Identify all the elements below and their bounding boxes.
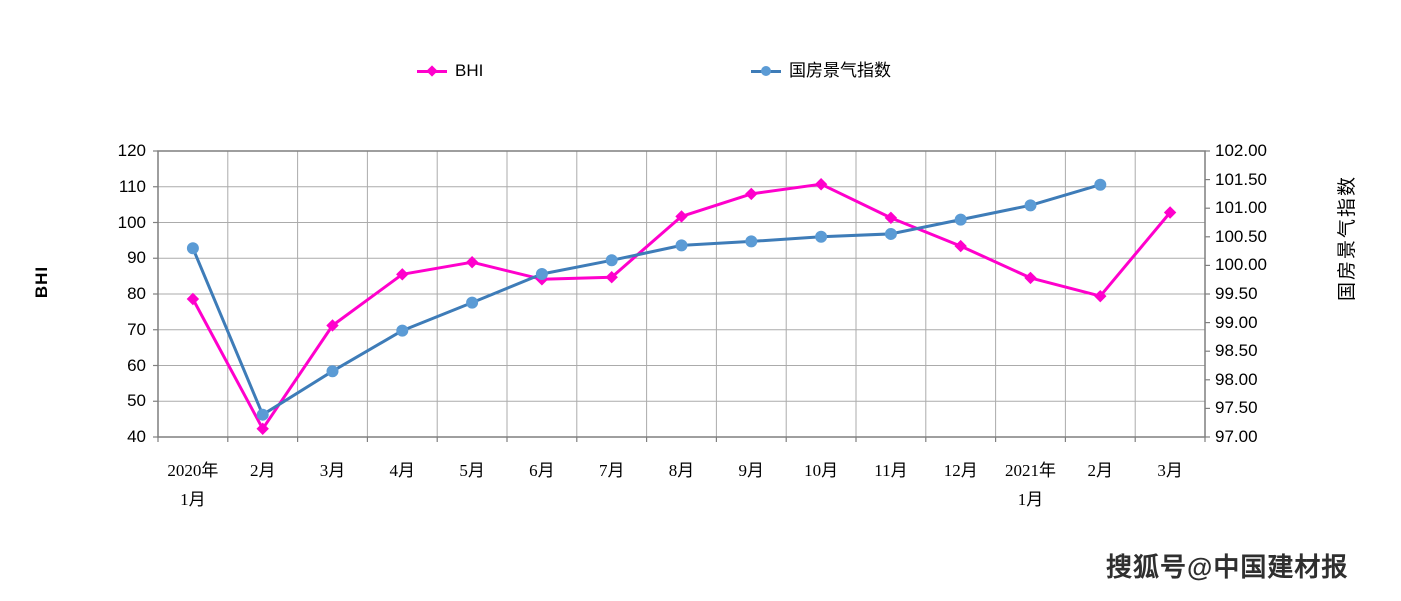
y-axis-left-tick-label: 90 <box>127 248 146 268</box>
y-axis-right-tick-label: 99.00 <box>1215 312 1258 332</box>
y-axis-left-tick-label: 70 <box>127 319 146 339</box>
y-axis-right-tick-label: 97.50 <box>1215 398 1258 418</box>
x-axis-tick-label: 9月 <box>738 461 765 480</box>
y-axis-left-tick-label: 80 <box>127 284 146 303</box>
x-axis-tick-label: 4月 <box>389 461 416 480</box>
x-axis-tick-label: 2月 <box>249 461 276 480</box>
x-axis-tick-label: 11月 <box>874 461 908 480</box>
x-axis-tick-label: 7月 <box>598 461 625 480</box>
y-axis-right-tick-label: 101.00 <box>1215 198 1267 218</box>
y-axis-left-tick-label: 50 <box>127 391 146 411</box>
y-axis-left-tick-label: 60 <box>127 355 146 375</box>
y-axis-right-tick-label: 102.00 <box>1215 141 1267 160</box>
legend-item-climate-index: 国房景气指数 <box>751 60 891 82</box>
legend-item-bhi: BHI <box>417 60 483 82</box>
x-axis-tick-label: 3月 <box>1157 461 1183 480</box>
legend-label-climate-index: 国房景气指数 <box>789 61 891 80</box>
y-axis-left-tick-label: 110 <box>118 176 146 196</box>
y-axis-right-tick-label: 101.50 <box>1215 169 1267 189</box>
x-axis-tick-label: 8月 <box>668 461 695 480</box>
left-axis-title: BHI <box>32 265 51 299</box>
y-axis-left-tick-label: 120 <box>117 141 146 160</box>
y-axis-right-tick-label: 97.00 <box>1215 427 1258 446</box>
y-axis-right-tick-label: 98.50 <box>1215 341 1258 361</box>
climate-legend-marker <box>751 60 781 82</box>
x-axis-tick-label: 3月 <box>319 461 346 480</box>
y-axis-left-tick-label: 40 <box>127 427 146 446</box>
x-axis-tick-label: 2020年 1月 <box>167 461 219 509</box>
gridlines <box>157 150 1206 438</box>
x-axis-tick-label: 12月 <box>943 461 978 480</box>
y-axis-right-tick-label: 98.00 <box>1215 369 1258 389</box>
plot-frame <box>157 150 1206 438</box>
watermark: 搜狐号@中国建材报 <box>1106 552 1349 582</box>
x-axis-tick-label: 6月 <box>529 461 555 480</box>
x-axis-tick-label: 10月 <box>804 461 839 480</box>
y-axis-left-tick-label: 100 <box>117 212 146 232</box>
climate-index-series <box>186 178 1107 421</box>
circle-marker-icon <box>761 66 771 76</box>
axis-ticks <box>153 150 1210 442</box>
bhi-legend-marker <box>417 60 447 82</box>
y-axis-right-tick-label: 100.00 <box>1215 255 1267 275</box>
x-axis-tick-label: 2021年 1月 <box>1004 461 1056 509</box>
x-axis-tick-label: 5月 <box>459 461 485 480</box>
y-axis-right-tick-label: 100.50 <box>1215 226 1267 246</box>
bhi-series <box>186 178 1177 435</box>
legend-label-bhi: BHI <box>455 61 484 80</box>
x-axis-tick-label: 2月 <box>1087 461 1114 480</box>
y-axis-right-tick-label: 99.50 <box>1215 284 1258 303</box>
right-axis-title: 国房景气指数 <box>1337 175 1358 302</box>
